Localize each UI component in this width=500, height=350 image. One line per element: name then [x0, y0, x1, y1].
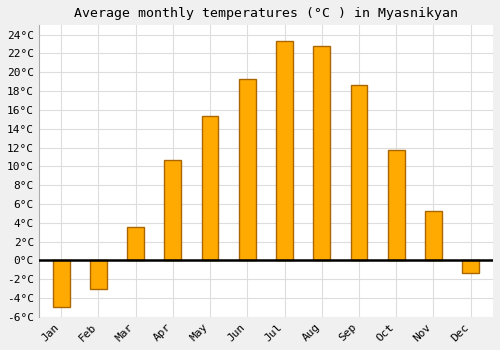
Bar	[90, 260, 107, 289]
Bar	[53, 260, 70, 307]
Bar	[164, 160, 181, 260]
Title: Average monthly temperatures (°C ) in Myasnikyan: Average monthly temperatures (°C ) in My…	[74, 7, 458, 20]
Bar	[350, 84, 368, 260]
Bar	[202, 117, 218, 260]
Bar	[276, 41, 293, 260]
Bar	[239, 79, 256, 260]
Bar	[462, 260, 479, 273]
Bar	[127, 228, 144, 260]
Bar	[425, 211, 442, 260]
Bar	[388, 150, 404, 260]
Bar	[314, 46, 330, 260]
